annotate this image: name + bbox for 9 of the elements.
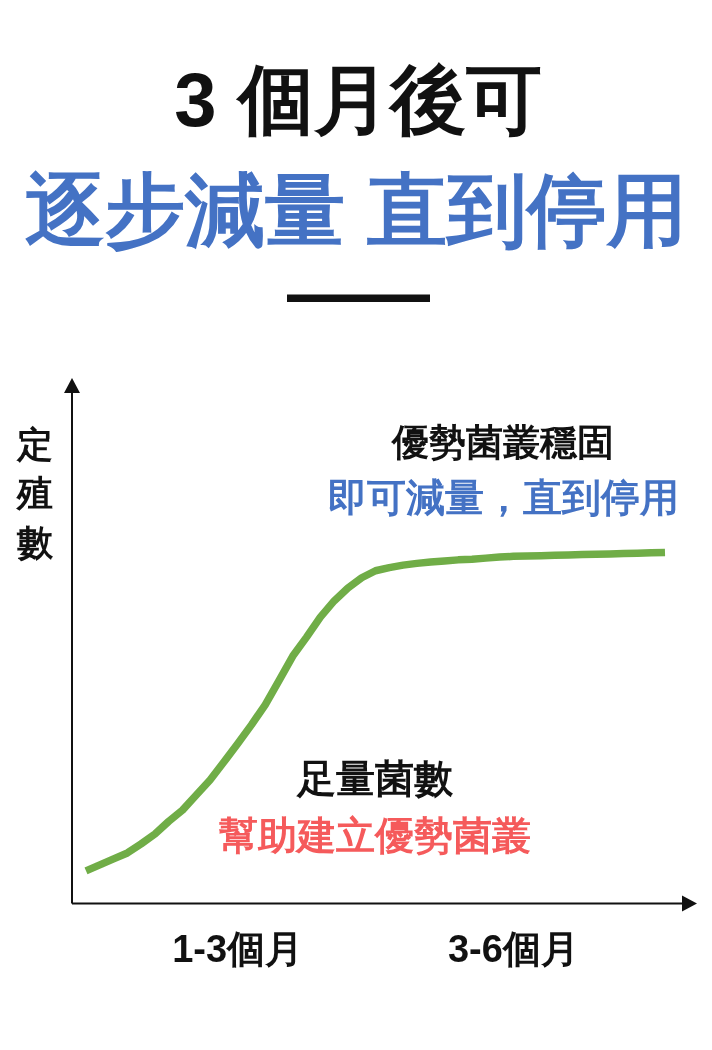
ylabel: 定殖數 <box>16 423 53 563</box>
annotation: 優勢菌叢穩固 <box>392 421 614 463</box>
xtick: 1-3個月 <box>172 928 304 970</box>
title: 3 個月後可 <box>174 56 542 142</box>
annotation: 足量菌數 <box>297 756 453 800</box>
annotation: 幫助建立優勢菌叢 <box>219 813 531 857</box>
annotation: 即可減量，直到停用 <box>327 475 679 519</box>
xtick: 3-6個月 <box>447 928 579 970</box>
subtitle: 逐步減量 直到停用 <box>24 165 688 255</box>
